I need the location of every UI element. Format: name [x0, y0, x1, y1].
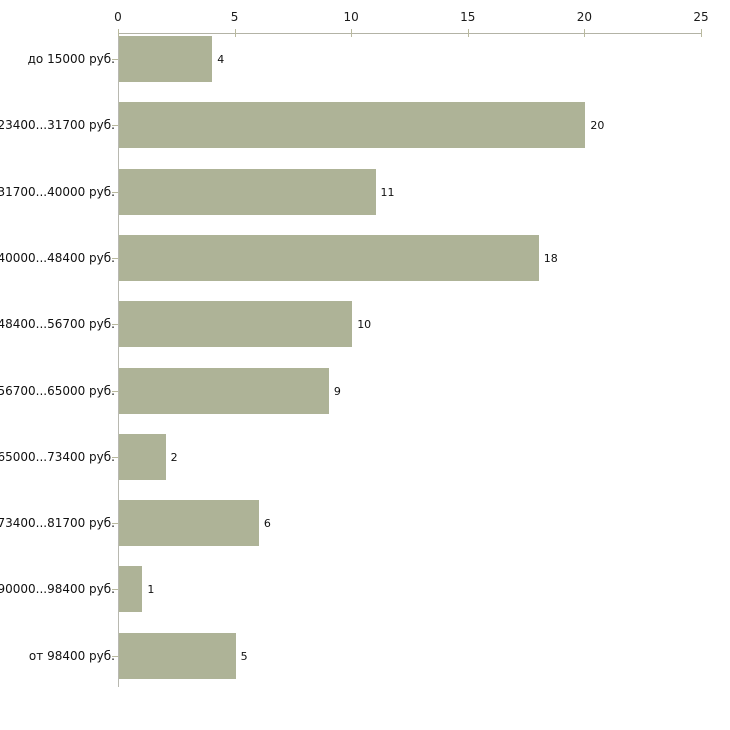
- category-label: 56700...65000 руб.: [0, 383, 115, 398]
- y-axis-line: [118, 33, 119, 687]
- y-axis-tick-mark: [112, 589, 118, 591]
- category-label: от 98400 руб.: [28, 648, 115, 663]
- bar-row: 23400...31700 руб. 20: [0, 102, 730, 149]
- bar-value-label: 11: [380, 185, 395, 199]
- category-label: 73400...81700 руб.: [0, 516, 115, 531]
- y-axis-tick-mark: [112, 257, 118, 259]
- bar-row: от 98400 руб. 5: [0, 632, 730, 679]
- x-axis-tick-mark: [351, 29, 353, 37]
- bar[interactable]: [119, 433, 166, 480]
- bar-row: 73400...81700 руб. 6: [0, 500, 730, 547]
- bar[interactable]: [119, 234, 539, 281]
- y-axis-tick-mark: [112, 456, 118, 458]
- bar-row: 40000...48400 руб. 18: [0, 234, 730, 281]
- category-label: 31700...40000 руб.: [0, 184, 115, 199]
- bar[interactable]: [119, 367, 329, 414]
- bar-row: 90000...98400 руб. 1: [0, 566, 730, 613]
- x-axis-tick-mark: [118, 29, 119, 37]
- bar-row: 56700...65000 руб. 9: [0, 367, 730, 414]
- category-label: 65000...73400 руб.: [0, 449, 115, 464]
- bar-value-label: 6: [263, 517, 271, 531]
- y-axis-tick-mark: [112, 191, 118, 193]
- y-axis-tick-mark: [112, 390, 118, 392]
- bar-value-label: 10: [357, 318, 372, 332]
- bar-row: 31700...40000 руб. 11: [0, 168, 730, 215]
- category-label: до 15000 руб.: [27, 52, 115, 66]
- y-axis-tick-mark: [112, 324, 118, 326]
- category-label: 48400...56700 руб.: [0, 317, 115, 332]
- bar[interactable]: [119, 632, 236, 679]
- x-axis-tick-mark: [467, 29, 469, 37]
- bar[interactable]: [119, 102, 586, 149]
- bar-value-label: 9: [333, 384, 341, 398]
- bar[interactable]: [119, 500, 259, 547]
- bar[interactable]: [119, 301, 353, 348]
- bar-value-label: 4: [217, 53, 225, 66]
- bar[interactable]: [119, 36, 213, 82]
- x-axis-tick-mark: [701, 29, 702, 37]
- y-axis-tick-mark: [112, 523, 118, 525]
- x-axis-tick-label: 15: [460, 10, 476, 24]
- bar-value-label: 18: [543, 251, 558, 265]
- bar-value-label: 5: [240, 649, 248, 663]
- x-axis-tick-label: 10: [343, 10, 359, 24]
- bar-row: до 15000 руб. 4: [0, 36, 730, 82]
- x-axis-tick-label: 25: [693, 10, 709, 24]
- y-axis-tick-mark: [112, 125, 118, 127]
- bar-value-label: 1: [147, 583, 155, 597]
- bar-row: 48400...56700 руб. 10: [0, 301, 730, 348]
- bar-row: 65000...73400 руб. 2: [0, 433, 730, 480]
- bar-value-label: 2: [170, 450, 178, 464]
- y-axis-tick-mark: [112, 655, 118, 657]
- x-axis-tick-mark: [234, 29, 236, 37]
- category-label: 23400...31700 руб.: [0, 118, 115, 133]
- x-axis-line: [118, 33, 701, 34]
- x-axis-tick-label: 5: [230, 10, 239, 24]
- category-label: 40000...48400 руб.: [0, 250, 115, 265]
- x-axis-tick-label: 0: [114, 10, 122, 24]
- bar[interactable]: [119, 566, 143, 613]
- category-label: 90000...98400 руб.: [0, 582, 115, 597]
- bar-value-label: 20: [590, 119, 605, 133]
- x-axis-tick-mark: [584, 29, 586, 37]
- bar[interactable]: [119, 168, 376, 215]
- x-axis-tick-label: 20: [576, 10, 593, 24]
- y-axis-tick-mark: [112, 59, 118, 60]
